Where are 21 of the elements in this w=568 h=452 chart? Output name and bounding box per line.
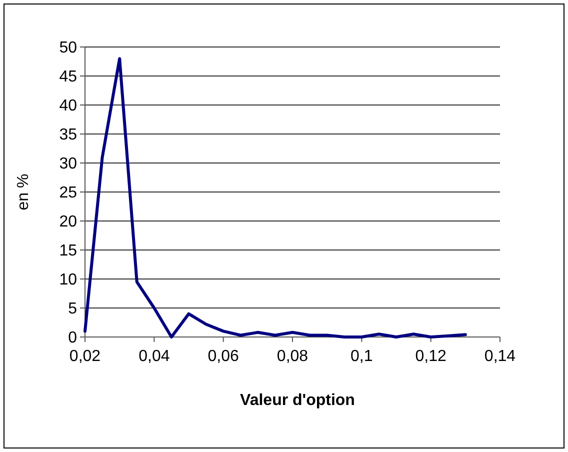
y-tick-label: 50 (59, 40, 78, 57)
y-tick-label: 10 (59, 272, 78, 289)
y-tick-label: 45 (59, 68, 78, 86)
x-tick-label: 0,08 (276, 348, 308, 365)
y-tick-label: 25 (59, 184, 78, 202)
y-axis-title: en % (15, 174, 32, 210)
x-tick-label: 0,06 (208, 348, 240, 365)
y-tick-label: 30 (59, 156, 78, 173)
x-tick-label: 0,12 (415, 348, 447, 365)
y-tick-label: 35 (59, 126, 78, 144)
x-tick-label: 0,1 (350, 348, 373, 365)
y-tick-label: 0 (68, 330, 78, 347)
y-tick-label: 20 (59, 214, 78, 231)
y-tick-label: 5 (68, 300, 78, 318)
x-axis-title: Valeur d'option (240, 392, 355, 409)
y-tick-label: 40 (59, 98, 78, 115)
x-tick-label: 0,04 (138, 348, 170, 365)
x-tick-label: 0,14 (484, 348, 516, 365)
line-series (84, 57, 467, 338)
y-tick-label: 15 (59, 242, 78, 260)
x-tick-label: 0,02 (69, 348, 101, 365)
